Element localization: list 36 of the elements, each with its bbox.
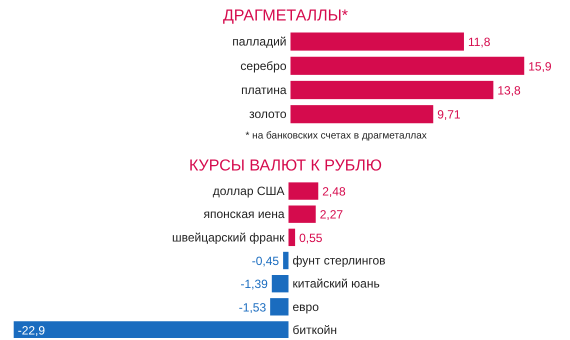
data-label: -1,39: [240, 277, 268, 292]
y-tick-label: китайский юань: [292, 276, 380, 291]
data-label: 2,27: [320, 208, 344, 222]
bar: [290, 32, 464, 51]
data-label: 11,8: [468, 35, 491, 50]
bar: [290, 80, 494, 100]
y-tick-label: евро: [292, 300, 320, 314]
text: * на банковских счетах в драгметаллах: [246, 130, 427, 142]
y-tick-label: золото: [249, 107, 287, 122]
bar: [272, 274, 288, 292]
bar: [290, 105, 434, 124]
data-label: 15,9: [528, 59, 552, 74]
bar: [14, 321, 288, 338]
bar: [270, 298, 288, 316]
bar: [288, 206, 316, 223]
data-label: 9,71: [437, 108, 461, 122]
bar: [288, 228, 296, 246]
bar: [288, 182, 318, 200]
data-label: -22,9: [18, 323, 46, 338]
y-tick-label: серебро: [240, 58, 287, 73]
data-label: 2,48: [322, 184, 346, 199]
y-tick-label: биткойн: [292, 322, 337, 337]
y-tick-label: швейцарский франк: [172, 230, 286, 244]
data-label: -0,45: [252, 254, 280, 268]
y-tick-label: доллар США: [212, 184, 284, 198]
y-tick-label: японская иена: [204, 207, 285, 222]
bar: [283, 252, 288, 270]
bar: [290, 56, 524, 75]
y-tick-label: платина: [241, 83, 287, 97]
y-tick-label: фунт стерлингов: [292, 254, 386, 268]
y-tick-label: палладий: [232, 34, 287, 49]
data-label: 13,8: [497, 84, 522, 98]
data-label: 0,55: [299, 230, 323, 245]
data-label: -1,53: [238, 300, 266, 314]
chart-title: ДРАГМЕТАЛЛЫ*: [222, 8, 348, 24]
chart-title: КУРСЫ ВАЛЮТ К РУБЛЮ: [189, 158, 382, 174]
